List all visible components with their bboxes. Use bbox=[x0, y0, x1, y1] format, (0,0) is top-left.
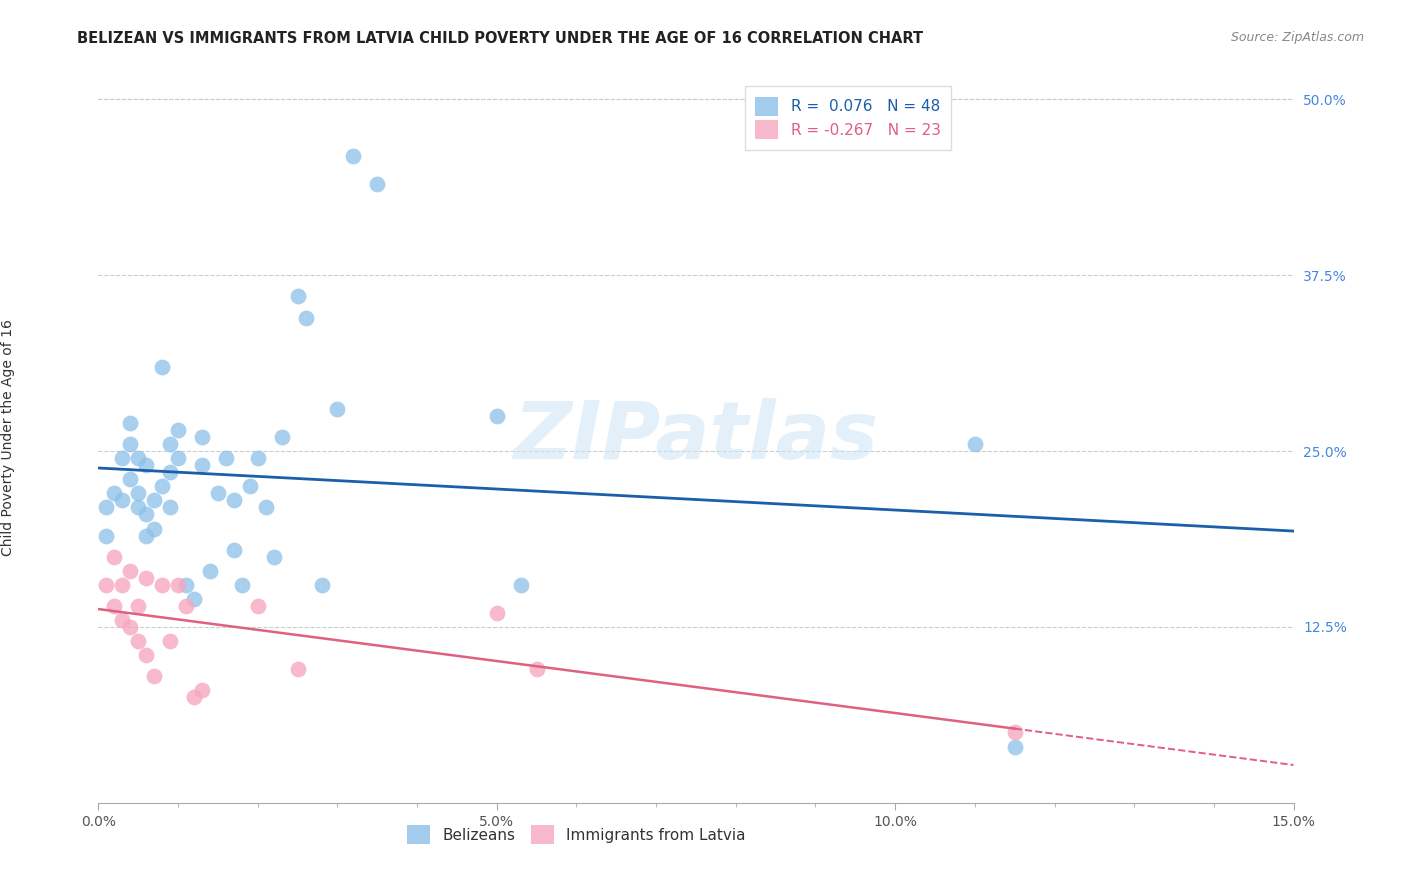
Point bbox=[326, 401, 349, 416]
Point bbox=[150, 479, 173, 493]
Point bbox=[294, 310, 316, 325]
Point bbox=[127, 500, 149, 515]
Point bbox=[485, 409, 508, 423]
Point bbox=[287, 662, 309, 676]
Point bbox=[111, 493, 134, 508]
Point bbox=[143, 521, 166, 535]
Point bbox=[342, 149, 364, 163]
Point bbox=[150, 359, 173, 374]
Point bbox=[127, 486, 149, 500]
Point bbox=[127, 634, 149, 648]
Point bbox=[159, 500, 181, 515]
Point bbox=[103, 549, 125, 564]
Point bbox=[150, 578, 173, 592]
Point bbox=[174, 578, 197, 592]
Point bbox=[191, 683, 214, 698]
Point bbox=[159, 465, 181, 479]
Text: ZIPatlas: ZIPatlas bbox=[513, 398, 879, 476]
Point bbox=[963, 437, 986, 451]
Point bbox=[287, 289, 309, 303]
Point bbox=[96, 528, 118, 542]
Point bbox=[183, 591, 205, 606]
Point bbox=[167, 578, 190, 592]
Point bbox=[103, 599, 125, 613]
Point bbox=[222, 493, 245, 508]
Text: Source: ZipAtlas.com: Source: ZipAtlas.com bbox=[1230, 31, 1364, 45]
Point bbox=[143, 669, 166, 683]
Point bbox=[135, 571, 157, 585]
Point bbox=[215, 451, 238, 466]
Point bbox=[366, 177, 388, 191]
Point bbox=[135, 508, 157, 522]
Point bbox=[127, 451, 149, 466]
Point bbox=[246, 451, 269, 466]
Point bbox=[135, 648, 157, 662]
Point bbox=[120, 416, 142, 430]
Point bbox=[135, 458, 157, 473]
Point bbox=[120, 564, 142, 578]
Point bbox=[127, 599, 149, 613]
Point bbox=[1004, 725, 1026, 739]
Point bbox=[111, 578, 134, 592]
Point bbox=[167, 451, 190, 466]
Point bbox=[485, 606, 508, 620]
Point bbox=[198, 564, 221, 578]
Text: BELIZEAN VS IMMIGRANTS FROM LATVIA CHILD POVERTY UNDER THE AGE OF 16 CORRELATION: BELIZEAN VS IMMIGRANTS FROM LATVIA CHILD… bbox=[77, 31, 924, 46]
Point bbox=[270, 430, 292, 444]
Legend: Belizeans, Immigrants from Latvia: Belizeans, Immigrants from Latvia bbox=[401, 819, 752, 850]
Point bbox=[254, 500, 277, 515]
Point bbox=[111, 451, 134, 466]
Point bbox=[120, 437, 142, 451]
Point bbox=[207, 486, 229, 500]
Point bbox=[526, 662, 548, 676]
Point bbox=[191, 458, 214, 473]
Point bbox=[167, 423, 190, 437]
Point bbox=[159, 634, 181, 648]
Point bbox=[159, 437, 181, 451]
Point bbox=[103, 486, 125, 500]
Point bbox=[111, 613, 134, 627]
Point bbox=[120, 472, 142, 486]
Point bbox=[96, 500, 118, 515]
Y-axis label: Child Poverty Under the Age of 16: Child Poverty Under the Age of 16 bbox=[1, 318, 15, 556]
Point bbox=[1004, 739, 1026, 754]
Point bbox=[143, 493, 166, 508]
Point bbox=[135, 528, 157, 542]
Point bbox=[509, 578, 531, 592]
Point bbox=[96, 578, 118, 592]
Point bbox=[263, 549, 285, 564]
Point bbox=[231, 578, 253, 592]
Point bbox=[239, 479, 262, 493]
Point bbox=[222, 542, 245, 557]
Point bbox=[174, 599, 197, 613]
Point bbox=[246, 599, 269, 613]
Point bbox=[311, 578, 333, 592]
Point bbox=[183, 690, 205, 705]
Point bbox=[120, 620, 142, 634]
Point bbox=[191, 430, 214, 444]
